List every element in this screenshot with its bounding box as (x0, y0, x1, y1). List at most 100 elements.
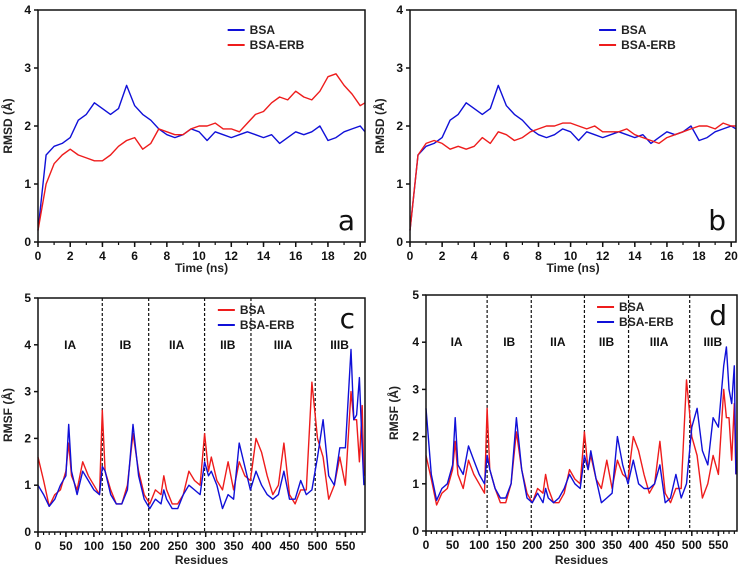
x-tick-label: 6 (131, 249, 138, 263)
y-tick-label: 3 (24, 61, 31, 75)
panel-letter: a (338, 204, 355, 237)
domain-label: IIA (550, 335, 566, 349)
y-tick-label: 1 (412, 477, 419, 491)
x-tick-label: 20 (725, 249, 739, 263)
x-tick-label: 6 (503, 249, 510, 263)
x-tick-label: 2 (67, 249, 74, 263)
x-tick-label: 550 (335, 539, 355, 553)
x-tick-label: 10 (192, 249, 206, 263)
x-tick-label: 150 (496, 538, 516, 552)
y-tick-label: 0 (396, 235, 403, 249)
legend-label: BSA (621, 23, 647, 37)
x-tick-label: 200 (140, 539, 160, 553)
y-axis-label: RMSF (Å) (0, 388, 15, 442)
panel-letter: b (708, 204, 726, 237)
x-tick-label: 12 (596, 249, 610, 263)
y-tick-label: 2 (412, 430, 419, 444)
y-tick-label: 5 (24, 291, 31, 305)
x-axis-label: Time (ns) (175, 261, 228, 275)
x-tick-label: 350 (602, 538, 622, 552)
domain-label: IA (64, 338, 76, 352)
x-tick-label: 0 (423, 538, 430, 552)
plot-frame (37, 297, 366, 533)
x-tick-label: 400 (629, 538, 649, 552)
y-tick-label: 2 (396, 119, 403, 133)
y-axis-label: RMSD (Å) (0, 98, 15, 153)
domain-label: IIA (169, 338, 185, 352)
x-tick-label: 300 (196, 539, 216, 553)
legend-label: BSA-ERB (619, 315, 674, 329)
y-tick-label: 1 (24, 478, 31, 492)
x-tick-label: 50 (446, 538, 460, 552)
y-tick-label: 0 (412, 524, 419, 538)
y-tick-label: 0 (24, 525, 31, 539)
domain-label: IIIB (330, 338, 349, 352)
y-tick-label: 0 (24, 235, 31, 249)
series-line-bsa-erb (425, 346, 737, 504)
x-tick-label: 450 (280, 539, 300, 553)
x-tick-label: 350 (224, 539, 244, 553)
x-tick-label: 16 (289, 249, 303, 263)
x-tick-label: 0 (407, 249, 414, 263)
y-tick-label: 4 (412, 335, 419, 349)
domain-label: IB (119, 338, 131, 352)
x-tick-label: 500 (682, 538, 702, 552)
domain-label: IIIA (650, 335, 669, 349)
legend-label: BSA-ERB (250, 38, 305, 52)
legend-label: BSA (619, 300, 645, 314)
series-line-bsa (409, 84, 737, 231)
y-tick-label: 4 (24, 3, 31, 17)
x-axis-label: Residues (175, 553, 229, 567)
x-tick-label: 500 (307, 539, 327, 553)
domain-label: IA (451, 335, 463, 349)
x-tick-label: 4 (99, 249, 106, 263)
x-tick-label: 16 (660, 249, 674, 263)
x-tick-label: 20 (353, 249, 367, 263)
series-line-bsa (37, 84, 366, 231)
y-tick-label: 2 (24, 119, 31, 133)
y-tick-label: 4 (396, 3, 403, 17)
y-tick-label: 3 (24, 385, 31, 399)
x-tick-label: 14 (257, 249, 271, 263)
y-tick-label: 2 (24, 431, 31, 445)
x-tick-label: 10 (564, 249, 578, 263)
legend-label: BSA-ERB (240, 318, 295, 332)
x-tick-label: 0 (35, 249, 42, 263)
series-line-bsa-erb (409, 122, 736, 231)
plot-frame (425, 294, 738, 532)
x-axis-label: Time (ns) (546, 261, 599, 275)
y-tick-label: 3 (412, 382, 419, 396)
x-tick-label: 4 (471, 249, 478, 263)
x-tick-label: 450 (655, 538, 675, 552)
x-tick-label: 150 (112, 539, 132, 553)
legend-label: BSA (250, 23, 276, 37)
x-tick-label: 8 (535, 249, 542, 263)
domain-label: IIB (599, 335, 615, 349)
x-axis-label: Residues (555, 553, 609, 567)
x-tick-label: 18 (692, 249, 706, 263)
x-tick-label: 250 (549, 538, 569, 552)
panel-letter: d (709, 299, 727, 332)
y-axis-label: RMSF (Å) (386, 386, 401, 440)
panel-letter: c (340, 302, 355, 335)
legend-label: BSA (240, 303, 266, 317)
x-tick-label: 400 (252, 539, 272, 553)
x-tick-label: 0 (35, 539, 42, 553)
series-line-bsa (425, 379, 737, 506)
domain-label: IIB (220, 338, 236, 352)
y-axis-label: RMSD (Å) (372, 98, 387, 153)
x-tick-label: 50 (59, 539, 73, 553)
x-tick-label: 18 (321, 249, 335, 263)
plot-frame (409, 9, 737, 243)
x-tick-label: 2 (439, 249, 446, 263)
x-tick-label: 100 (469, 538, 489, 552)
series-line-bsa-erb (37, 348, 365, 510)
domain-label: IIIA (274, 338, 293, 352)
x-tick-label: 12 (225, 249, 239, 263)
x-tick-label: 300 (575, 538, 595, 552)
y-tick-label: 1 (24, 177, 31, 191)
x-tick-label: 8 (164, 249, 171, 263)
